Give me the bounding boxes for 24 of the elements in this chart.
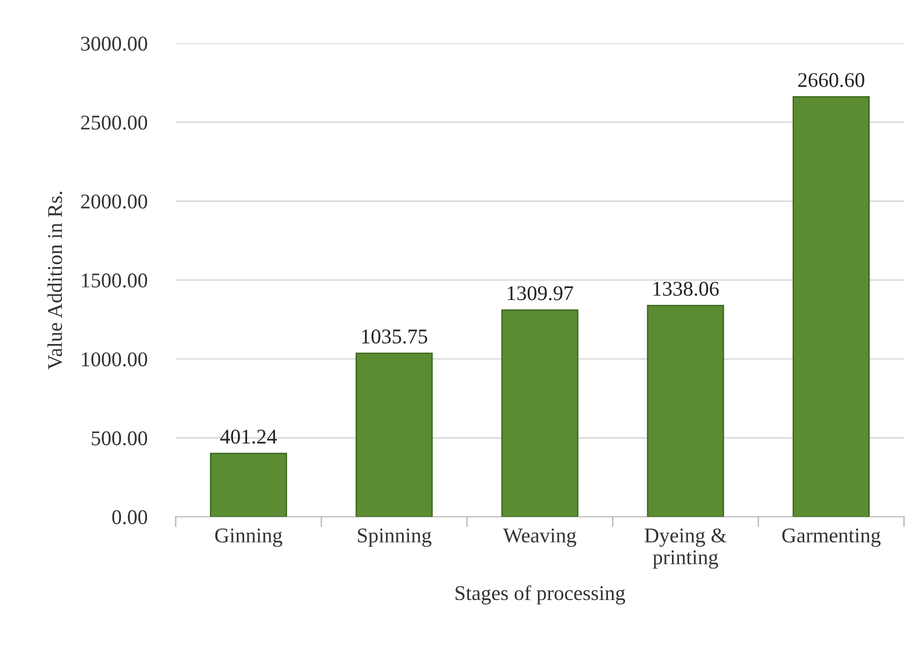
y-tick-label: 2000.00 bbox=[81, 194, 148, 209]
y-tick-label: 500.00 bbox=[92, 431, 148, 446]
bar bbox=[646, 304, 724, 517]
x-tick-label: Spinning bbox=[358, 528, 432, 547]
bar bbox=[501, 309, 578, 517]
data-label: 1035.75 bbox=[362, 329, 428, 344]
y-tick-label: 2500.00 bbox=[81, 116, 148, 130]
data-label: 1309.97 bbox=[508, 286, 574, 300]
y-tick-label: 3000.00 bbox=[81, 36, 148, 51]
bar bbox=[210, 452, 288, 517]
y-tick-label: 1000.00 bbox=[82, 352, 148, 366]
x-tick-label: Weaving bbox=[503, 528, 576, 547]
y-tick-label: 0.00 bbox=[112, 510, 148, 524]
data-label: 401.24 bbox=[220, 430, 277, 444]
y-tick-label: 1500.00 bbox=[82, 273, 148, 288]
bar bbox=[356, 352, 433, 517]
data-label: 1338.06 bbox=[653, 282, 719, 296]
data-label: 2660.60 bbox=[798, 73, 864, 88]
x-tick-label: Ginning bbox=[215, 528, 282, 547]
x-tick-label: Garmenting bbox=[782, 528, 881, 547]
bar bbox=[792, 96, 870, 517]
x-tick-label: Dyeing & printing bbox=[644, 528, 727, 569]
x-axis-title: Stages of processing bbox=[456, 585, 626, 604]
y-axis-title: Value Addition in Rs. bbox=[47, 192, 62, 370]
